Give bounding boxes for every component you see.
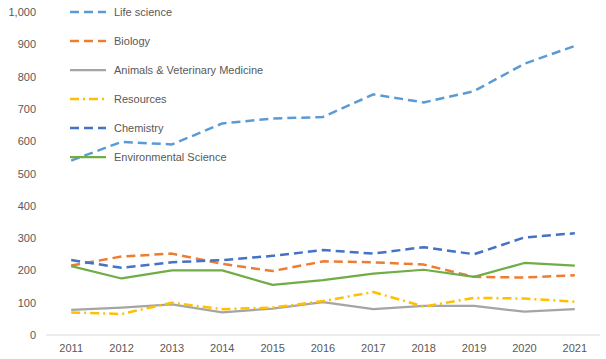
y-tick-label: 600 bbox=[18, 135, 36, 147]
y-tick-label: 300 bbox=[18, 232, 36, 244]
legend-swatch bbox=[70, 11, 106, 14]
legend-label: Biology bbox=[114, 35, 151, 47]
legend-swatch bbox=[70, 156, 106, 158]
lines bbox=[71, 46, 575, 314]
legend-swatch bbox=[70, 127, 106, 130]
y-tick-label: 800 bbox=[18, 71, 36, 83]
x-tick-label: 2018 bbox=[411, 342, 435, 354]
y-tick-label: 500 bbox=[18, 168, 36, 180]
x-tick-label: 2014 bbox=[210, 342, 234, 354]
y-tick-label: 900 bbox=[18, 38, 36, 50]
y-tick-label: 400 bbox=[18, 200, 36, 212]
series-line bbox=[71, 292, 575, 314]
x-tick-label: 2015 bbox=[260, 342, 284, 354]
series-line bbox=[71, 46, 575, 161]
legend: Life science Biology Animals & Veterinary … bbox=[70, 6, 263, 163]
x-tick-label: 2016 bbox=[311, 342, 335, 354]
x-tick-label: 2019 bbox=[462, 342, 486, 354]
y-tick-label: 200 bbox=[18, 264, 36, 276]
series-line bbox=[71, 233, 575, 268]
legend-swatch bbox=[70, 69, 106, 71]
y-tick-label: 100 bbox=[18, 297, 36, 309]
y-tick-label: 700 bbox=[18, 103, 36, 115]
legend-swatch bbox=[70, 40, 106, 43]
chart: 0 100 200 300 400 500 600 700 800 900 1,000 2011 201… bbox=[0, 0, 606, 359]
legend-label: Chemistry bbox=[114, 122, 164, 134]
x-tick-label: 2012 bbox=[109, 342, 133, 354]
y-tick-label: 0 bbox=[30, 329, 36, 341]
legend-label: Life science bbox=[114, 6, 172, 18]
legend-swatch bbox=[70, 98, 106, 101]
x-tick-label: 2013 bbox=[160, 342, 184, 354]
x-axis-line bbox=[46, 335, 600, 336]
series-line bbox=[71, 263, 575, 285]
legend-label: Resources bbox=[114, 93, 167, 105]
legend-label: Environmental Science bbox=[114, 151, 227, 163]
x-tick-label: 2020 bbox=[512, 342, 536, 354]
x-tick-label: 2017 bbox=[361, 342, 385, 354]
y-tick-label: 1,000 bbox=[8, 6, 36, 18]
x-tick-label: 2021 bbox=[563, 342, 587, 354]
x-tick-label: 2011 bbox=[59, 342, 83, 354]
legend-label: Animals & Veterinary Medicine bbox=[114, 64, 263, 76]
